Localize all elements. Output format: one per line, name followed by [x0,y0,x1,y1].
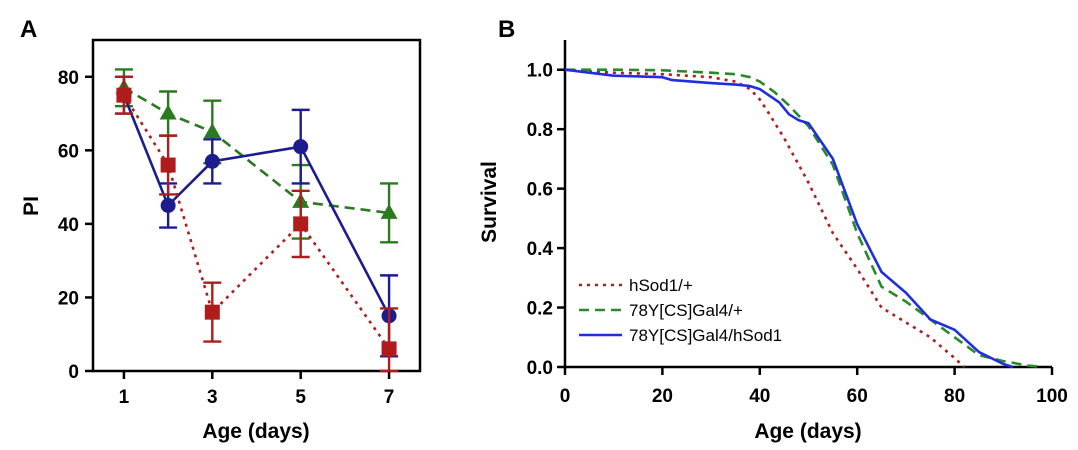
y-tick-label-b: 0.8 [527,120,553,141]
panel-letter-a: A [20,16,37,43]
data-point-triangle [203,122,221,138]
data-point-square [293,216,309,232]
data-point-triangle [380,203,398,219]
series-a-triangle [114,68,399,244]
x-tick-label-b: 20 [652,386,673,407]
series-a-circle [114,75,399,358]
y-tick-label-b: 0.0 [527,358,553,379]
data-point-square [381,341,397,357]
y-tick-label-a: 20 [58,288,79,309]
y-tick-label-a: 0 [68,362,79,383]
data-point-circle [160,198,176,213]
y-axis-title-b: Survival [478,161,501,243]
y-tick-label-b: 0.6 [527,180,553,201]
y-tick-label-b: 0.4 [527,239,554,260]
y-axis-title-a: PI [20,196,43,216]
x-tick-label-a: 5 [295,387,306,408]
x-tick-label-b: 80 [944,386,965,407]
x-axis-title-a: Age (days) [202,420,309,443]
x-tick-label-a: 7 [384,387,395,408]
chart-b: 0 20 40 60 80 100 0.0 0.2 0.4 0.6 0.8 1.0 hSod1/+ 78… [478,40,1068,443]
series-a-square [114,75,399,373]
panel-letter-b: B [498,16,515,43]
x-tick-label-a: 3 [207,387,218,408]
data-point-circle [204,153,220,169]
x-tick-label-a: 1 [119,387,130,408]
series-line-b [564,68,1014,369]
legend-label: 78Y[CS]Gal4/hSod1 [629,326,782,345]
data-point-square [204,304,220,320]
legend-label: 78Y[CS]Gal4/+ [629,301,743,320]
series-line-b [565,68,1043,369]
x-tick-label-b: 40 [749,386,770,407]
plot-frame-a [91,38,422,373]
data-point-square [160,157,176,173]
series-line-b [564,68,966,368]
y-tick-label-b: 1.0 [527,61,553,82]
x-tick-label-b: 60 [847,386,868,407]
data-point-triangle [159,104,177,120]
x-axis-title-b: Age (days) [754,420,861,443]
data-point-circle [293,139,309,155]
legend: hSod1/+ 78Y[CS]Gal4/+ 78Y[CS]Gal4/hSod1 [579,276,782,345]
y-tick-label-a: 60 [58,141,79,162]
series-line-a [122,94,391,350]
data-point-square [116,87,132,103]
y-tick-label-b: 0.2 [527,299,553,320]
y-tick-label-a: 80 [58,68,79,89]
x-tick-label-b: 100 [1036,386,1068,407]
legend-label: hSod1/+ [629,276,693,295]
chart-a: 1 3 5 7 0 20 40 60 80 Age (days) PI [20,38,422,443]
x-tick-label-b: 0 [560,386,571,407]
y-tick-label-a: 40 [58,215,79,236]
